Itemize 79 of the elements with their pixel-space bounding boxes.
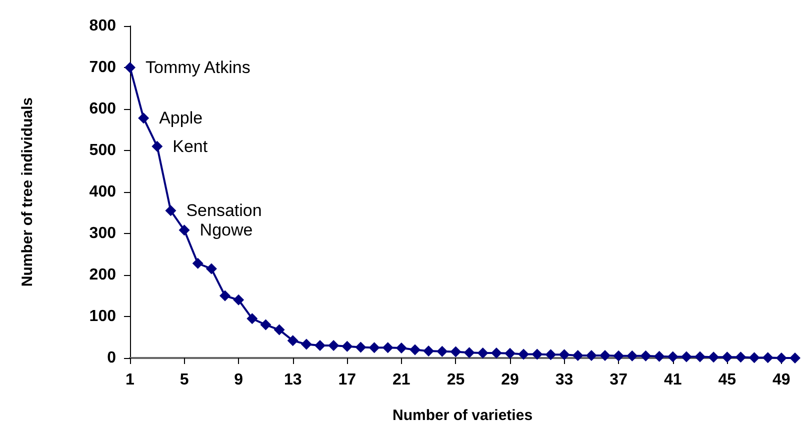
y-tick-label: 0 [107,350,116,366]
y-axis-title: Number of tree individuals [19,97,36,287]
point [206,263,217,274]
annotation: Ngowe [200,220,253,240]
x-tick-label: 33 [555,372,574,388]
point [545,349,556,360]
point [708,352,720,363]
point [613,350,624,362]
point [477,348,488,359]
point [626,350,638,362]
point [165,205,176,216]
point [260,319,272,330]
point [640,350,652,362]
point [314,340,326,352]
point [790,352,800,364]
y-tick-label: 500 [89,142,116,159]
x-tick-label: 25 [446,372,465,388]
point [735,352,746,363]
point [680,351,692,362]
annotation: Apple [159,108,203,128]
point [654,350,665,362]
point [274,324,285,336]
x-tick-label: 13 [284,372,302,388]
y-tick-label: 300 [89,225,116,242]
x-tick-label: 17 [338,372,356,388]
annotation: Kent [172,136,208,156]
point [518,348,530,360]
point [192,258,204,269]
x-axis-title: Number of varieties [392,407,533,424]
point [694,351,706,362]
y-tick-label: 400 [89,184,116,200]
y-tick-label: 600 [89,100,116,118]
point [586,350,597,362]
x-tick-label: 49 [772,372,790,388]
point [342,340,353,352]
x-tick-label: 37 [610,372,628,388]
point [423,345,434,356]
point [600,350,610,362]
point [722,352,733,363]
y-tick-label: 100 [89,308,116,325]
y-tick-label: 200 [89,266,116,284]
point [762,352,774,364]
point [532,348,543,360]
point [382,342,394,354]
point [124,62,136,73]
point [504,348,516,359]
annotation: Sensation [186,201,262,220]
point [178,224,190,236]
point [490,348,502,359]
point [246,313,258,324]
point [464,347,475,358]
point [138,112,150,124]
point [287,335,298,346]
point [355,342,366,353]
point [558,349,570,360]
point [220,290,230,302]
point [300,338,312,350]
point [667,351,678,362]
point [436,346,448,357]
x-tick-label: 5 [180,372,189,388]
point [152,140,163,152]
point [396,342,407,354]
y-tick-label: 800 [89,18,116,34]
x-tick-label: 21 [392,372,410,388]
x-tick-label: 41 [664,372,682,388]
point [410,344,420,356]
y-tick-label: 700 [89,59,116,76]
x-tick-label: 29 [501,372,519,388]
point [328,340,340,352]
x-tick-label: 9 [234,372,244,388]
point [572,350,584,362]
point [368,342,380,354]
point [776,352,787,364]
point [233,294,244,306]
point [450,346,462,358]
x-tick-label: 45 [718,372,736,388]
point [748,352,760,364]
x-tick-label: 1 [126,372,135,388]
annotation: Tommy Atkins [146,58,250,77]
